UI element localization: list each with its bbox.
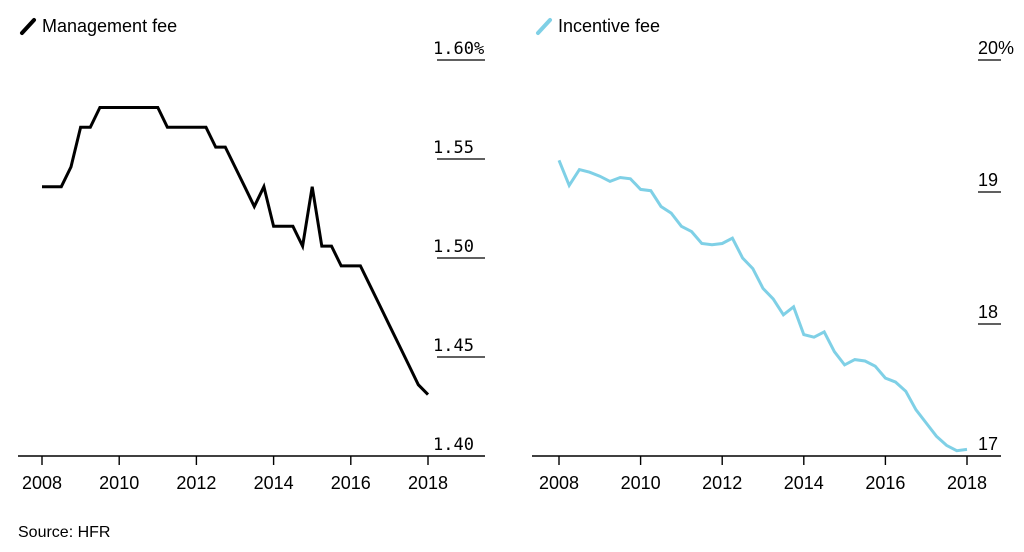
management-fee-y-tick-label: 1.55	[433, 138, 474, 158]
management-fee-x-tick-label: 2016	[331, 473, 371, 493]
incentive-fee-x-tick-label: 2014	[784, 473, 824, 493]
incentive-fee-y-tick-label: 17	[978, 434, 998, 454]
management-fee-x-tick-label: 2014	[254, 473, 294, 493]
management-fee-y-tick-label: 1.40	[433, 435, 474, 455]
management-fee-y-tick-label: 1.45	[433, 336, 474, 356]
management-fee-x-tick-label: 2008	[22, 473, 62, 493]
incentive-fee-legend-swatch	[536, 18, 552, 35]
incentive-fee-x-tick-label: 2018	[947, 473, 987, 493]
incentive-fee-series-line	[557, 159, 968, 453]
management-fee-legend-label: Management fee	[42, 16, 177, 36]
management-fee-panel: Management fee 1.60% 1.55 1.50 1.45 1.40 2008 2…	[18, 16, 485, 493]
incentive-fee-x-tick-label: 2012	[702, 473, 742, 493]
management-fee-legend-swatch	[20, 18, 36, 35]
incentive-fee-y-tick-label: 20%	[978, 38, 1014, 58]
management-fee-y-tick-label: 1.50	[433, 237, 474, 257]
management-fee-series-line	[42, 106, 430, 396]
incentive-fee-x-tick-label: 2010	[621, 473, 661, 493]
source-note: Source: HFR	[18, 524, 110, 541]
management-fee-x-tick-label: 2018	[408, 473, 448, 493]
incentive-fee-panel: Incentive fee 20% 19 18 17 2008 2010 2012 2014 20…	[532, 16, 1014, 493]
management-fee-x-tick-label: 2012	[176, 473, 216, 493]
management-fee-x-tick-label: 2010	[99, 473, 139, 493]
incentive-fee-y-tick-label: 18	[978, 302, 998, 322]
incentive-fee-x-tick-label: 2008	[539, 473, 579, 493]
incentive-fee-legend-label: Incentive fee	[558, 16, 660, 36]
incentive-fee-y-tick-label: 19	[978, 170, 998, 190]
management-fee-y-tick-label: 1.60%	[433, 39, 484, 59]
incentive-fee-x-tick-label: 2016	[865, 473, 905, 493]
